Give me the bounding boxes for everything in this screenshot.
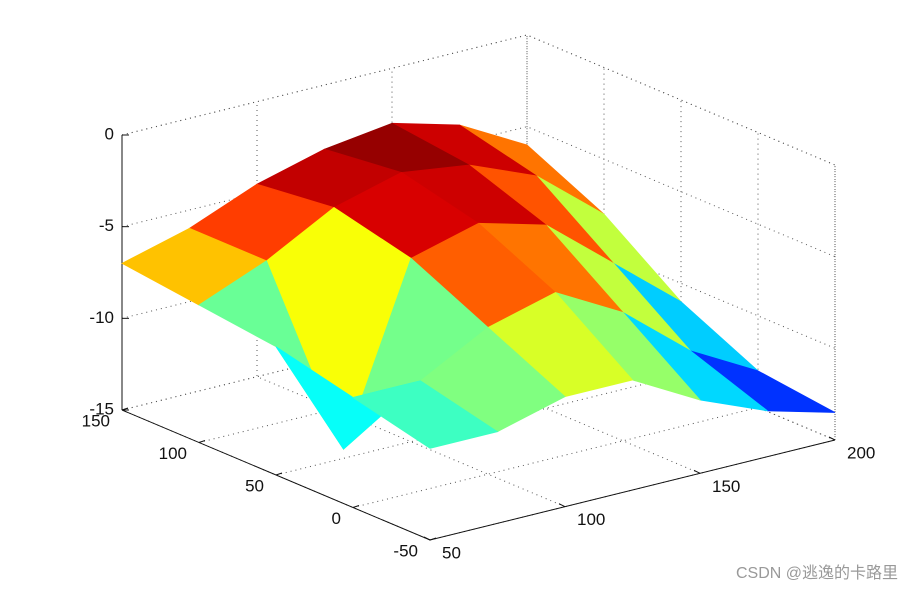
y-tick [198,440,206,443]
y-tick-label: 50 [245,476,264,495]
x-tick [693,469,701,474]
x-tick-label: 50 [442,543,461,562]
y-tick [352,505,360,508]
x-tick-label: 200 [847,443,875,462]
y-tick-label: 100 [159,444,187,463]
z-tick-label: -10 [89,308,114,327]
y-tick [121,407,129,411]
box-edge [121,34,836,166]
x-tick-label: 150 [712,477,740,496]
z-tick-label: -15 [89,399,114,418]
x-tick [558,503,566,508]
z-tick-label: -5 [99,216,114,235]
grid-line [429,165,836,541]
x-tick-label: 100 [577,510,605,529]
x-tick [828,436,836,441]
y-tick-label: 150 [82,411,110,430]
grid-line [121,126,836,258]
watermark: CSDN @逃逸的卡路里 [736,564,898,582]
y-tick [275,472,283,476]
grid-line [198,67,605,443]
surface-patch [352,380,499,449]
x-tick [423,536,431,541]
grid-line [275,100,682,476]
grid-line [121,35,528,411]
z-tick-label: 0 [105,124,114,143]
y-tick [429,537,437,541]
y-tick-label: 0 [332,509,341,528]
grid-line [121,217,836,349]
y-tick-label: -50 [393,541,418,560]
grid-line [352,132,759,508]
